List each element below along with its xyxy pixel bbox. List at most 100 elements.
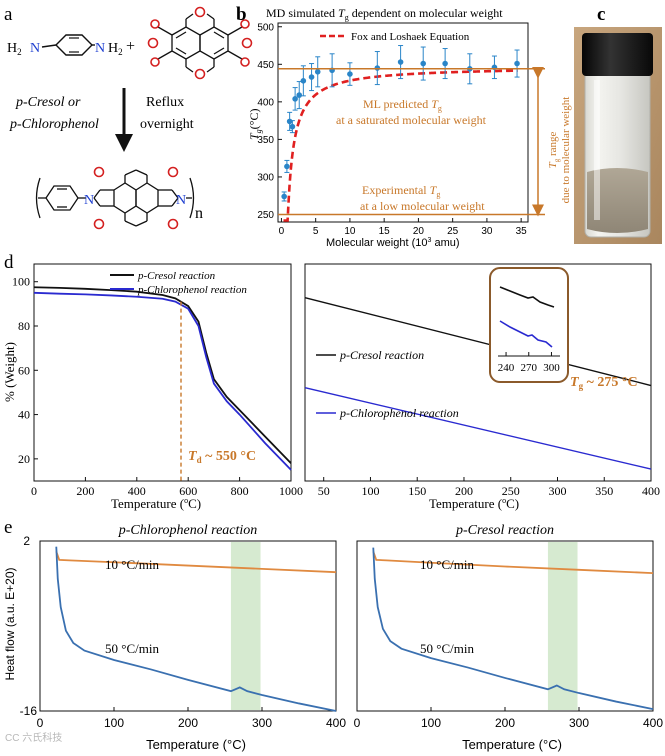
md-point [314, 69, 321, 75]
b-xtick-label: 25 [447, 226, 459, 237]
md-point [289, 123, 296, 130]
tg-inset: 240 270 300 [498, 286, 560, 374]
tg-highlight-band [547, 542, 578, 710]
e-xtick-label: 300 [569, 716, 589, 730]
d-zoom-xtick-label: 250 [502, 484, 520, 498]
left-rate10-label: 10 °C/min [105, 557, 159, 572]
e-xtick-label: 200 [178, 716, 198, 730]
panel-d-right-series [304, 296, 652, 470]
dsc-curve [372, 547, 654, 710]
d-xtick-label: 800 [231, 484, 249, 498]
md-point [284, 163, 290, 170]
md-point [281, 193, 287, 200]
diamine-h-left: H2 [7, 41, 22, 57]
legend-cresol-label: p-Cresol reaction [137, 270, 216, 282]
d-zoom-xtick-label: 50 [318, 484, 330, 498]
vial-cap [582, 33, 653, 76]
b-xtick-label: 30 [481, 226, 493, 237]
b-xtick-label: 15 [379, 226, 391, 237]
watermark: CC 六氏科技 [5, 731, 62, 744]
ml-predicted-line-1: ML predicted Tg [363, 97, 442, 113]
plus-sign: + [126, 38, 135, 55]
md-point [308, 74, 315, 80]
md-point [397, 59, 404, 65]
panel-a-letter: a [4, 4, 13, 25]
panel-e-left-frame [39, 540, 337, 712]
panel-d-left-xlabel: Temperature (oC) [111, 496, 201, 511]
d-zoom-xtick-label: 150 [408, 484, 426, 498]
legend-fit-label: Fox and Loshaek Equation [351, 31, 470, 43]
solvent-line-2: p-Chlorophenol [9, 117, 99, 132]
dsc-curve [372, 551, 654, 575]
md-point [442, 60, 448, 67]
dianhydride-oxygens [147, 6, 253, 80]
tga-curve [33, 286, 292, 464]
panel-d-ylabel: % (Weight) [2, 342, 17, 402]
tg-range-line-2: due to molecular weight [560, 97, 572, 204]
panel-a: a H2 N N H2 + [4, 4, 253, 230]
e-xtick-label: 100 [104, 716, 124, 730]
ml-predicted-line-2: at a saturated molecular weight [336, 113, 487, 127]
d-zoom-xtick-label: 350 [595, 484, 613, 498]
b-xtick-label: 0 [279, 226, 285, 237]
panel-e-left-title: p-Chlorophenol reaction [118, 523, 258, 538]
d-ytick-label: 40 [18, 408, 30, 422]
e-xtick-label: 400 [643, 716, 663, 730]
md-point [296, 92, 303, 98]
zoom-curve [304, 387, 652, 470]
inset-tick-label: 240 [498, 362, 515, 374]
b-xtick-label: 5 [313, 226, 319, 237]
panel-b-annotations [278, 66, 545, 217]
inset-tick-label: 270 [521, 362, 538, 374]
panel-b-axes-frame [277, 22, 529, 223]
d-xtick-label: 0 [31, 484, 37, 498]
td-annotation: Td ~ 550 °C [188, 449, 256, 465]
left-rate50-label: 50 °C/min [105, 641, 159, 656]
panel-e-ylabel: Heat flow (a.u. E+20) [3, 567, 17, 680]
md-point [286, 118, 293, 125]
polyimide-product [35, 169, 195, 227]
condition-line-1: Reflux [146, 95, 184, 110]
md-point [300, 78, 307, 84]
d-zoom-xtick-label: 300 [548, 484, 566, 498]
e-xtick-label: 0 [354, 716, 361, 730]
diamine-n-left: N [30, 41, 40, 56]
legend-chloro-label: p-Chlorophenol reaction [137, 284, 247, 296]
panel-d-left-ticks: 0 200 400 600 800 1000 20 40 60 80 100 [12, 275, 303, 498]
e-xtick-label: 300 [252, 716, 272, 730]
b-ytick-label: 400 [257, 97, 274, 108]
diamine-n-right: N [95, 41, 105, 56]
tg-highlight-band [230, 542, 261, 710]
e-ytick-bottom: -16 [20, 704, 38, 718]
d-xtick-label: 400 [128, 484, 146, 498]
panel-d-left-series [33, 286, 292, 481]
inset-cresol-curve [499, 286, 555, 308]
panel-b-letter: b [236, 4, 247, 25]
panel-b-ticks: 0 5 10 15 20 25 30 35 250 300 350 400 450 500 [257, 22, 527, 237]
tga-curve [33, 291, 292, 471]
b-ytick-label: 300 [257, 172, 274, 183]
d-xtick-label: 200 [76, 484, 94, 498]
tg-annotation: Tg ~ 275 °C [570, 375, 638, 391]
d-zoom-xtick-label: 400 [642, 484, 660, 498]
md-point [514, 60, 520, 67]
d-ytick-label: 60 [18, 363, 30, 377]
d-zoom-xtick-label: 200 [455, 484, 473, 498]
b-xtick-label: 10 [344, 226, 356, 237]
right-rate50-label: 50 °C/min [420, 641, 474, 656]
panel-e-left-plot: 0 100 200 300 400 [37, 542, 346, 730]
panel-e-right-xlabel: Temperature (°C) [462, 737, 562, 752]
panel-b-xlabel: Molecular weight (103 amu) [326, 237, 460, 249]
panel-d-right-ticks: 50 100 150 200 250 300 350 400 [318, 477, 660, 498]
panel-e: e p-Chlorophenol reaction p-Cresol react… [3, 517, 663, 752]
b-xtick-label: 20 [413, 226, 425, 237]
panel-d-right-xlabel: Temperature (oC) [429, 496, 519, 511]
d-xtick-label: 600 [179, 484, 197, 498]
b-ytick-label: 250 [257, 210, 274, 221]
dsc-curve [55, 551, 337, 574]
zoom-curve [304, 296, 652, 387]
vial-highlight [594, 80, 600, 220]
panel-d-left-frame [33, 263, 292, 482]
b-ytick-label: 450 [257, 60, 274, 71]
